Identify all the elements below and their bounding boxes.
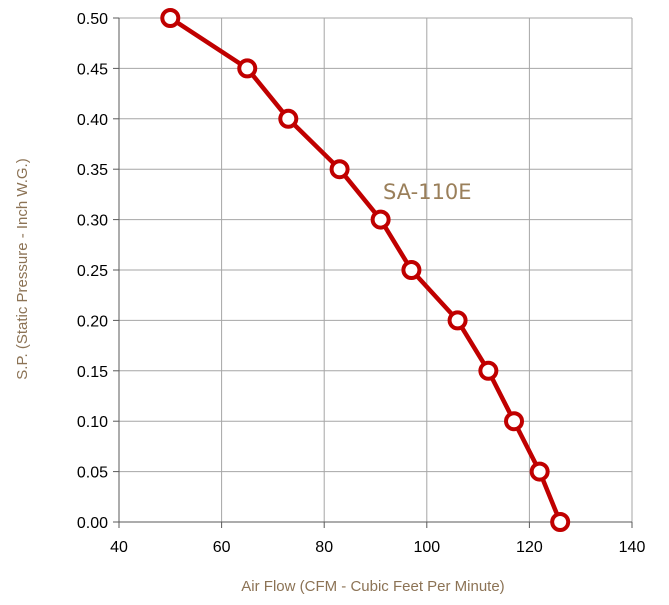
data-point (552, 514, 568, 530)
y-tick-label: 0.20 (77, 313, 108, 330)
y-axis-title: S.P. (Static Pressure - Inch W.G.) (14, 158, 31, 379)
y-tick-label: 0.30 (77, 213, 108, 230)
y-tick-label: 0.25 (77, 263, 108, 280)
y-tick-label: 0.00 (77, 515, 108, 532)
y-tick-label: 0.35 (77, 162, 108, 179)
data-point (480, 363, 496, 379)
x-axis-title: Air Flow (CFM - Cubic Feet Per Minute) (241, 578, 504, 595)
data-point (506, 413, 522, 429)
data-point (239, 60, 255, 76)
series-annotation: SA-110E (383, 180, 472, 204)
x-tick-label: 60 (213, 539, 231, 556)
y-tick-label: 0.40 (77, 112, 108, 129)
data-point (332, 161, 348, 177)
x-tick-label: 80 (315, 539, 333, 556)
data-point (373, 212, 389, 228)
data-point (532, 464, 548, 480)
data-point (280, 111, 296, 127)
data-point (403, 262, 419, 278)
data-point (450, 312, 466, 328)
y-tick-label: 0.10 (77, 414, 108, 431)
y-tick-label: 0.45 (77, 61, 108, 78)
x-tick-label: 100 (413, 539, 440, 556)
y-tick-label: 0.05 (77, 465, 108, 482)
x-tick-label: 40 (110, 539, 128, 556)
y-tick-label: 0.50 (77, 11, 108, 28)
data-point (162, 10, 178, 26)
x-tick-label: 140 (619, 539, 646, 556)
x-tick-label: 120 (516, 539, 543, 556)
y-tick-label: 0.15 (77, 364, 108, 381)
